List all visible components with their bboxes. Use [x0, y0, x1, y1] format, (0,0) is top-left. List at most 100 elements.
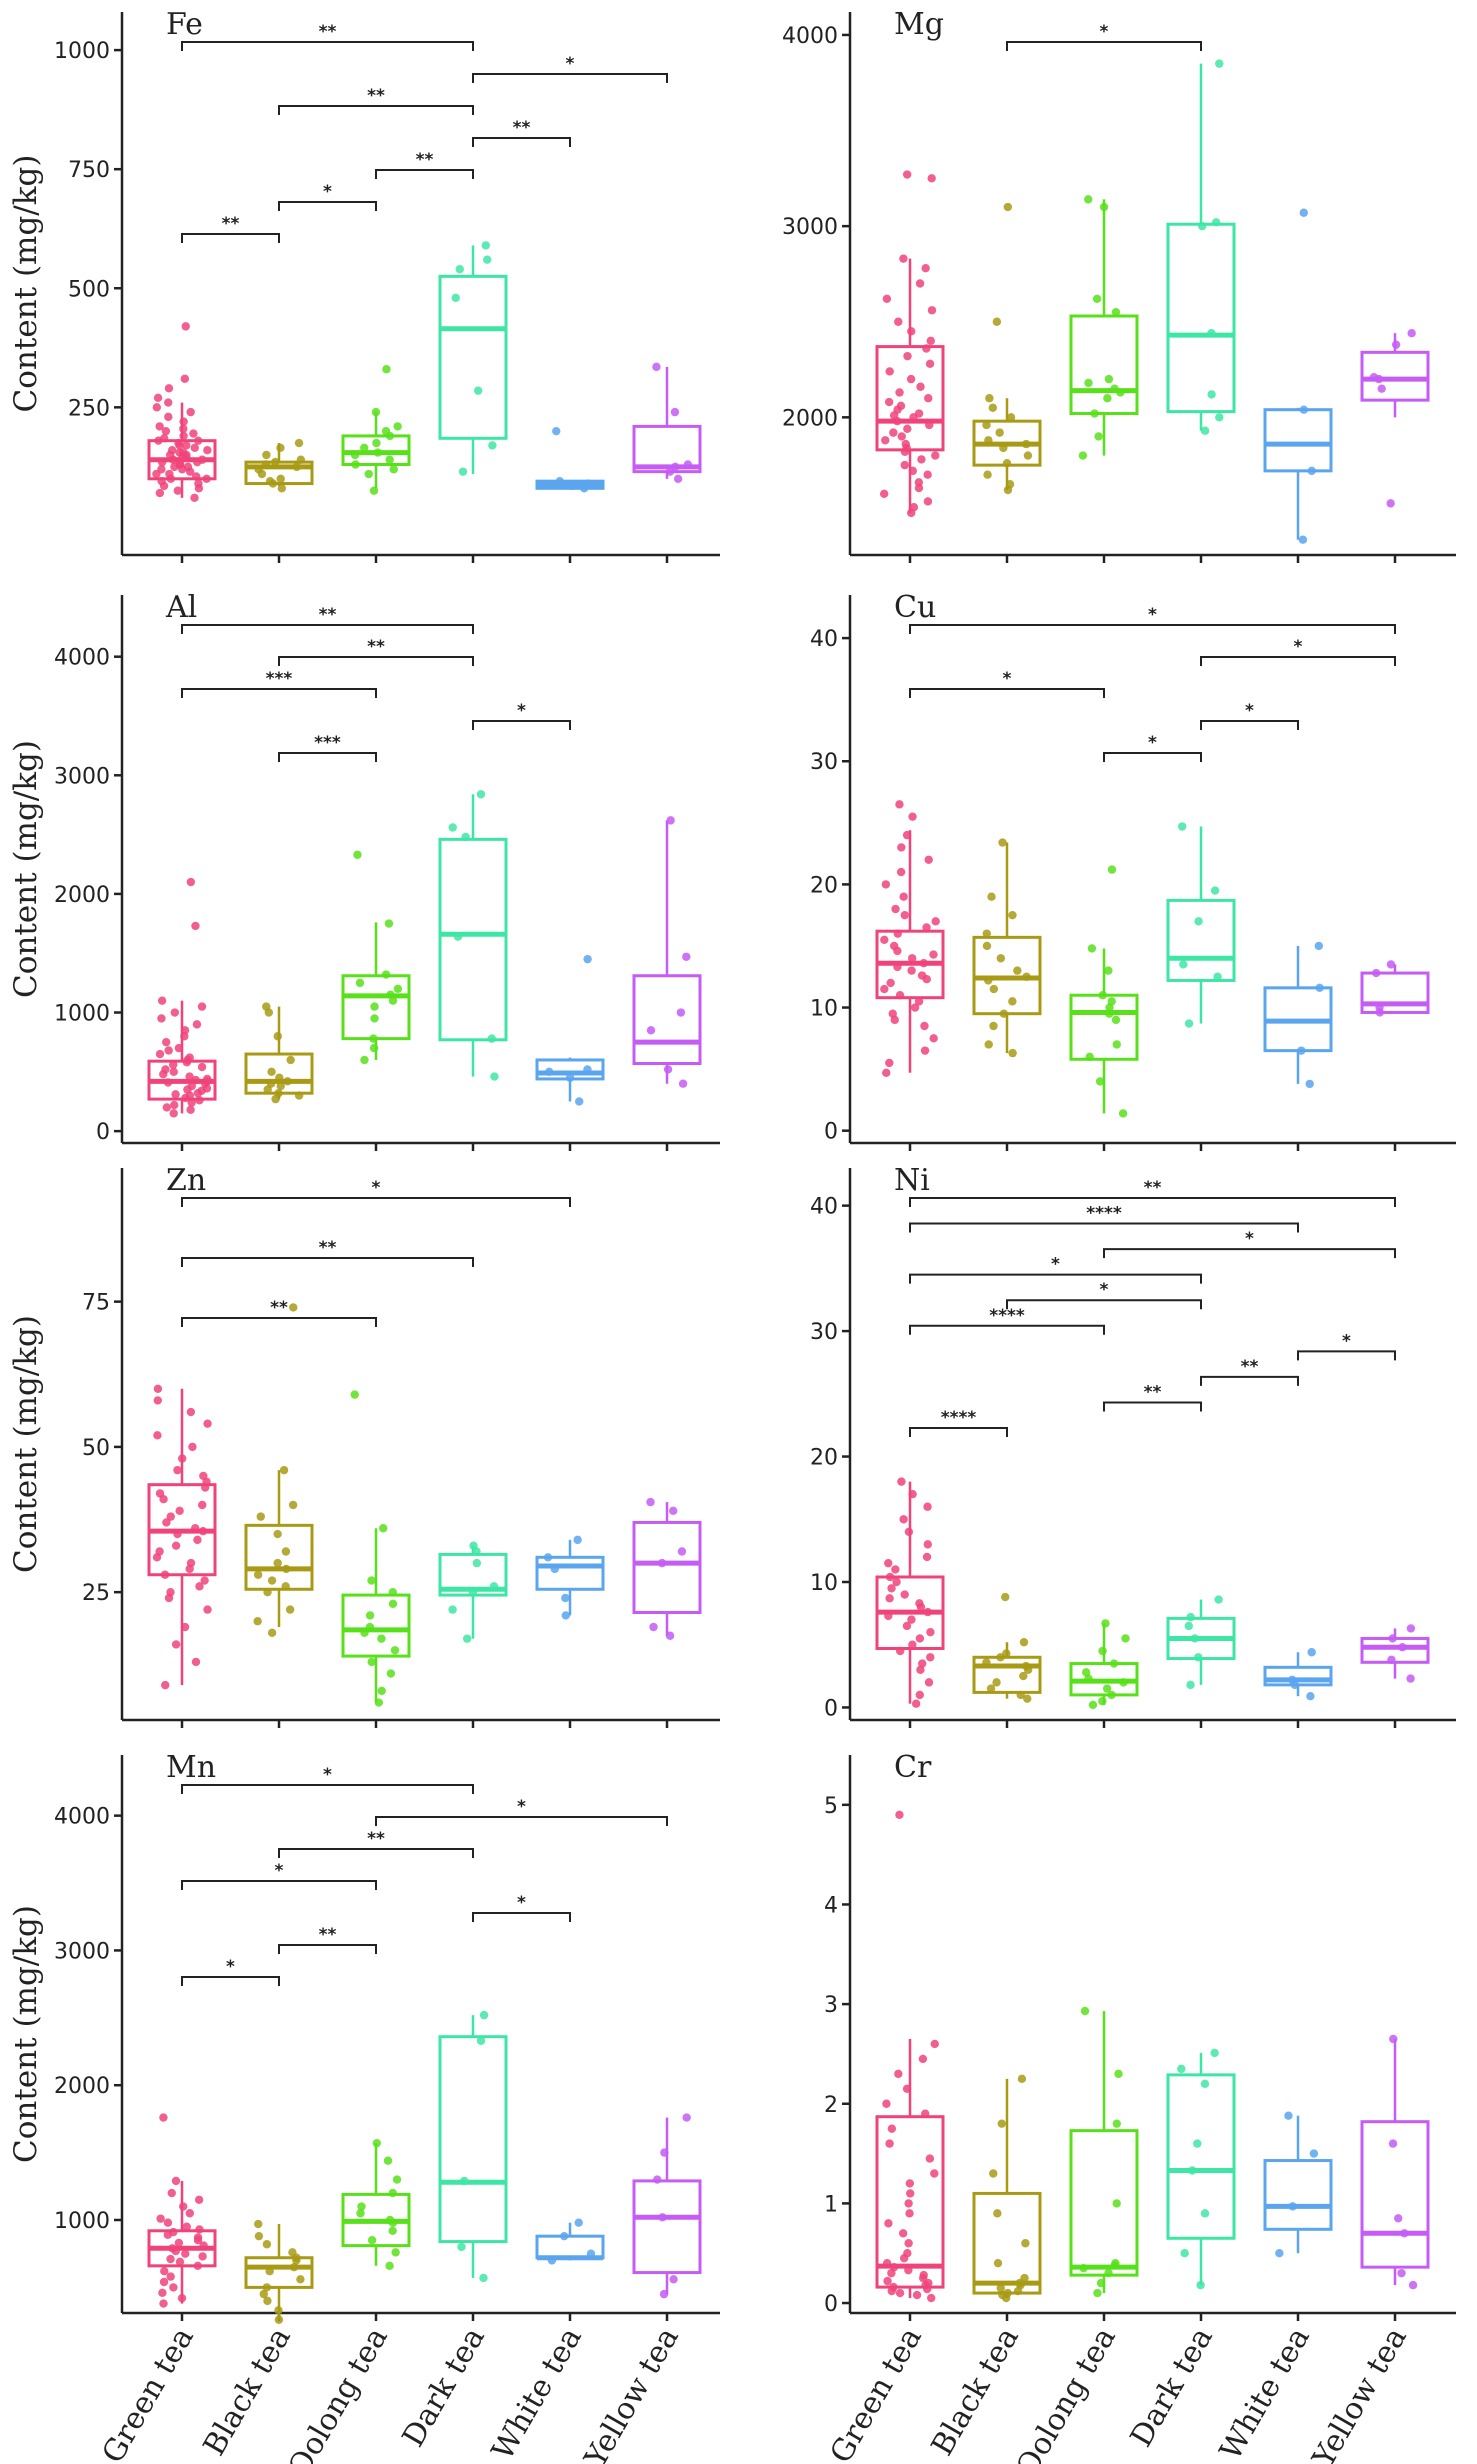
bracket-line — [1006, 1299, 1202, 1310]
y-tick-label: 3000 — [54, 1939, 110, 1964]
x-category-label: Oolong tea — [1010, 2321, 1123, 2464]
data-point — [1377, 384, 1386, 393]
data-point — [931, 451, 940, 460]
data-point — [1200, 2079, 1210, 2089]
data-point — [1095, 1077, 1105, 1086]
data-point — [274, 2306, 283, 2315]
data-point — [173, 1529, 182, 1539]
significance-label: ** — [513, 118, 531, 138]
data-point — [365, 1622, 375, 1632]
data-point — [175, 2257, 185, 2266]
data-point — [168, 2244, 177, 2253]
data-point — [155, 422, 164, 431]
data-point — [1005, 480, 1015, 489]
data-point — [1023, 451, 1033, 460]
data-point — [367, 1657, 376, 1667]
bracket-line — [909, 1324, 1105, 1335]
points-dark-tea — [1177, 822, 1222, 1028]
data-point — [178, 1454, 187, 1463]
data-point — [193, 2233, 203, 2242]
data-point — [164, 384, 174, 393]
data-point — [392, 2175, 402, 2184]
data-point — [925, 420, 934, 430]
data-point — [922, 344, 931, 353]
data-point — [671, 462, 680, 472]
data-point — [191, 1075, 200, 1085]
points-white-tea — [1288, 1648, 1316, 1701]
data-point — [670, 407, 680, 417]
box-yellow-tea — [1360, 964, 1430, 1014]
significance-label: * — [1100, 22, 1109, 42]
data-point — [377, 1686, 386, 1696]
data-point — [167, 446, 177, 455]
data-point — [277, 484, 287, 493]
data-point — [982, 929, 991, 938]
data-point — [476, 2036, 486, 2045]
data-point — [652, 362, 661, 372]
data-point — [381, 970, 391, 979]
data-point — [170, 1008, 179, 1017]
data-point — [885, 2139, 894, 2148]
data-point — [155, 1547, 164, 1556]
y-axis-label: Content (mg/kg) — [8, 1905, 44, 2163]
y-tick-label: 3000 — [54, 764, 110, 789]
data-point — [273, 1558, 282, 1568]
data-point — [673, 474, 683, 483]
data-point — [190, 1524, 200, 1533]
data-point — [1215, 59, 1224, 68]
x-category-label: White tea — [485, 2321, 589, 2464]
significance-bracket: **** — [909, 1204, 1299, 1233]
data-point — [162, 1037, 171, 1047]
data-point — [265, 2267, 274, 2276]
data-point — [193, 2261, 202, 2271]
bracket-line — [1200, 656, 1396, 666]
data-point — [583, 479, 593, 488]
points-oolong-tea — [350, 365, 402, 495]
data-point — [179, 424, 188, 433]
points-yellow-tea — [1387, 1624, 1416, 1683]
significance-label: ** — [1144, 1178, 1162, 1198]
data-point — [372, 438, 381, 448]
data-point — [202, 474, 211, 483]
y-axis-label: Content (mg/kg) — [8, 155, 44, 413]
data-point — [163, 1078, 173, 1087]
panel-title: Ni — [894, 1163, 930, 1198]
data-point — [157, 996, 167, 1005]
data-point — [906, 2189, 915, 2198]
data-point — [1023, 1694, 1032, 1703]
bracket-line — [909, 1197, 1396, 1207]
data-point — [1098, 1696, 1107, 1706]
significance-bracket: * — [472, 54, 668, 83]
box-iqr — [244, 1523, 314, 1591]
significance-label: * — [566, 54, 575, 74]
panel-title: Mg — [894, 7, 944, 42]
points-oolong-tea — [1078, 195, 1125, 460]
points-yellow-tea — [653, 2113, 691, 2299]
points-dark-tea — [451, 241, 497, 476]
data-point — [902, 830, 912, 840]
box-green-tea — [875, 2038, 945, 2299]
data-point — [881, 436, 890, 445]
data-point — [682, 952, 691, 961]
data-point — [157, 476, 166, 486]
data-point — [197, 1002, 207, 1011]
points-green-tea — [152, 322, 212, 503]
data-point — [159, 434, 169, 443]
significance-bracket: * — [181, 1957, 280, 1986]
data-point — [175, 460, 185, 469]
data-point — [191, 472, 201, 481]
data-point — [296, 455, 306, 464]
data-point — [203, 446, 212, 455]
data-point — [353, 850, 362, 859]
significance-bracket: * — [1200, 701, 1299, 730]
data-point — [914, 409, 924, 418]
data-point — [182, 441, 191, 450]
points-oolong-tea — [1085, 865, 1128, 1118]
data-point — [899, 1515, 908, 1524]
data-point — [889, 2282, 898, 2292]
data-point — [388, 1587, 397, 1597]
data-point — [1002, 1649, 1011, 1658]
data-point — [1179, 960, 1188, 969]
data-point — [1111, 307, 1121, 317]
